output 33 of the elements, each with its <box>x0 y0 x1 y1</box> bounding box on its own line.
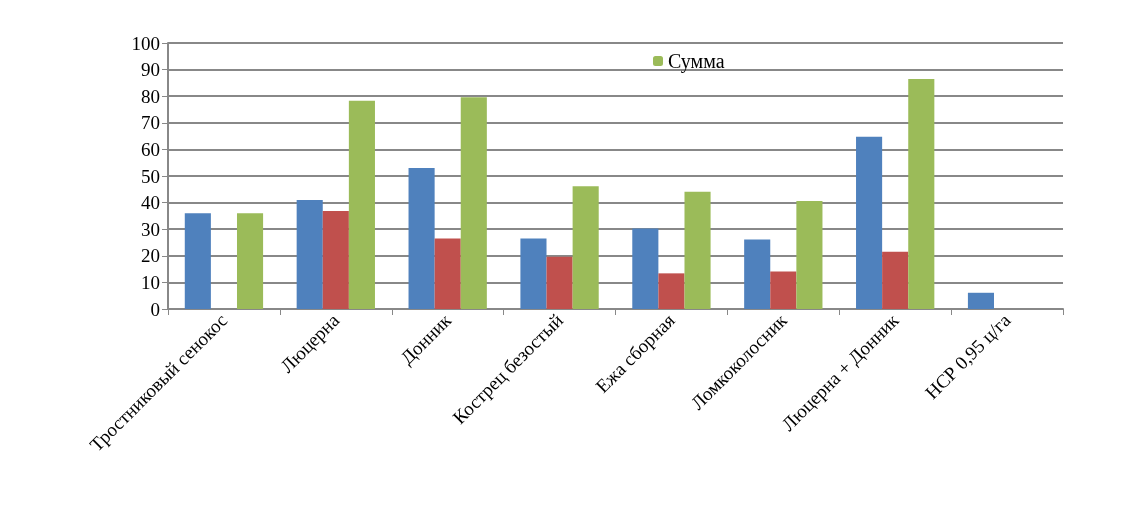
legend-label: Сумма <box>668 50 725 73</box>
bar <box>520 238 547 309</box>
bar <box>967 292 995 309</box>
bar <box>632 228 659 309</box>
bar <box>348 100 375 309</box>
y-tick-label: 90 <box>141 59 160 81</box>
y-tick-label: 80 <box>141 85 160 107</box>
bar <box>744 239 771 309</box>
bar <box>296 199 323 309</box>
y-tick-label: 0 <box>150 298 160 320</box>
bar <box>908 78 935 309</box>
bar <box>236 213 264 309</box>
y-tick-label: 60 <box>141 138 160 160</box>
bar <box>572 186 599 309</box>
y-tick-label: 40 <box>141 192 160 214</box>
bar <box>408 168 435 309</box>
bar <box>658 273 685 309</box>
bar <box>460 97 487 309</box>
bar <box>434 238 461 309</box>
y-tick-label: 70 <box>141 112 160 134</box>
y-tick-label: 10 <box>141 271 160 293</box>
bar <box>322 211 349 309</box>
bar <box>796 201 823 309</box>
bar <box>684 191 711 309</box>
y-tick-label: 30 <box>141 218 160 240</box>
y-tick-label: 50 <box>141 165 160 187</box>
y-tick-label: 100 <box>131 32 160 54</box>
bar <box>882 251 909 309</box>
bar <box>856 136 883 309</box>
y-tick-label: 20 <box>141 245 160 267</box>
bar <box>770 271 797 309</box>
bar <box>184 213 211 309</box>
bar <box>546 256 573 309</box>
